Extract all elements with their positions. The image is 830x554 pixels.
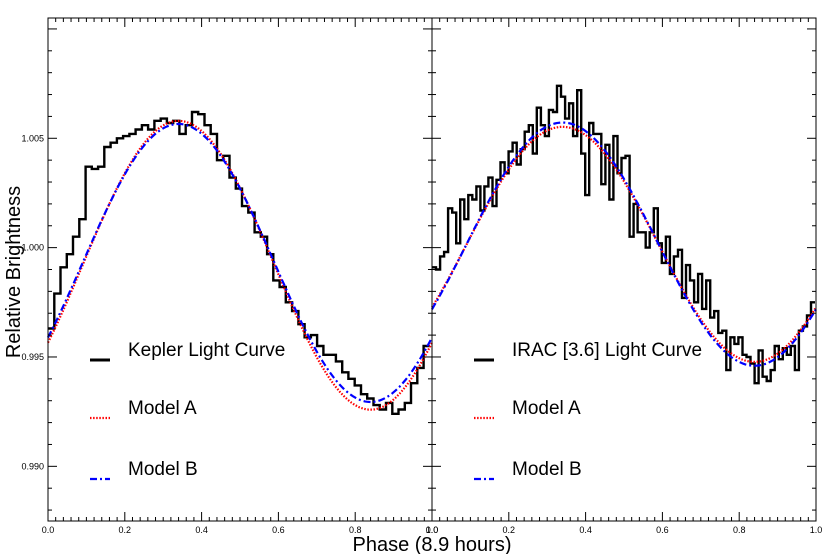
y-axis-title: Relative Brightness <box>3 186 25 358</box>
x-tick-label: 0.8 <box>349 525 362 535</box>
legend-label: Model A <box>512 398 581 419</box>
x-tick-label: 0.2 <box>503 525 516 535</box>
series-model-a <box>431 125 817 364</box>
series-model-b <box>431 121 817 367</box>
x-tick-label: 0.0 <box>42 525 55 535</box>
legend-label: Model B <box>128 459 198 480</box>
x-axis-title: Phase (8.9 hours) <box>353 534 512 554</box>
x-tick-label: 1.0 <box>810 525 823 535</box>
series-observed-light-curve <box>48 110 430 415</box>
x-tick-label: 0.4 <box>195 525 208 535</box>
panel-2 <box>431 17 817 522</box>
y-tick-label: 1.000 <box>21 243 44 253</box>
series-model-b <box>47 122 433 404</box>
panel-frame <box>47 17 433 522</box>
x-tick-label: 0.2 <box>119 525 132 535</box>
y-tick-label: 0.990 <box>21 461 44 471</box>
x-tick-label: 0.0 <box>426 525 439 535</box>
x-tick-label: 0.8 <box>733 525 746 535</box>
x-tick-label: 0.6 <box>656 525 669 535</box>
legend-label: Kepler Light Curve <box>128 340 285 361</box>
x-tick-label: 0.6 <box>272 525 285 535</box>
legend-label: IRAC [3.6] Light Curve <box>512 340 702 361</box>
legend-label: Model A <box>128 398 197 419</box>
x-tick-label: 0.4 <box>579 525 592 535</box>
panel-frame <box>431 17 817 522</box>
y-tick-label: 0.995 <box>21 352 44 362</box>
legend-label: Model B <box>512 459 582 480</box>
y-tick-label: 1.005 <box>21 133 44 143</box>
x-tick-label: 1.0 <box>426 525 439 535</box>
series-observed-light-curve <box>432 84 815 385</box>
series-model-a <box>47 119 433 411</box>
panel-1 <box>47 17 433 522</box>
